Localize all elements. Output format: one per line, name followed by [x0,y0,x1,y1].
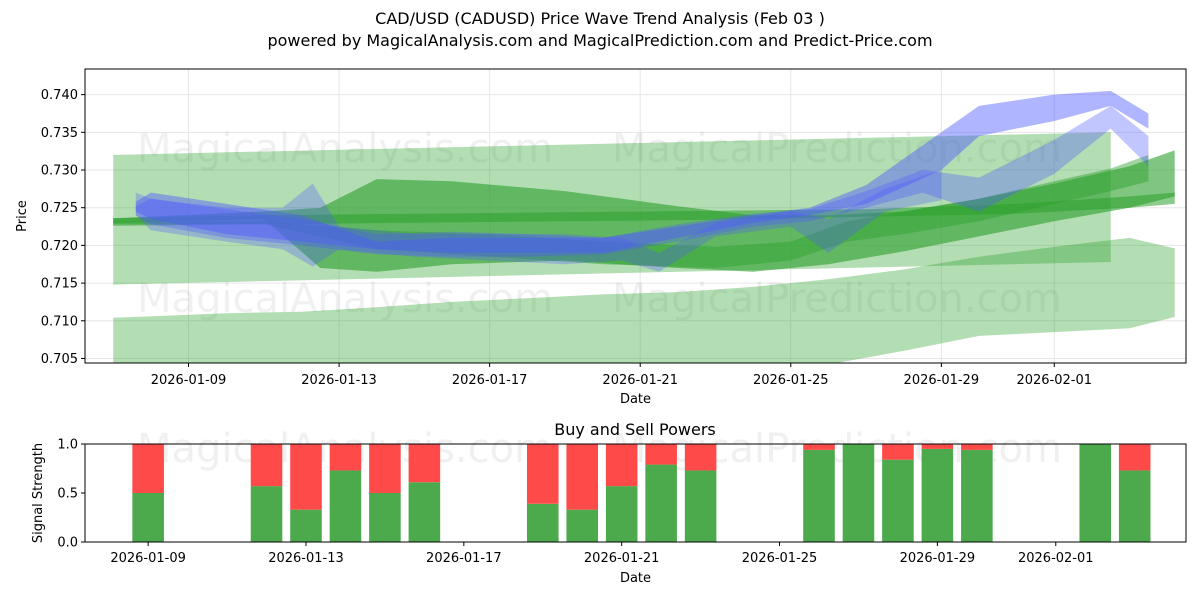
power-xtick-label: 2026-02-01 [1018,551,1094,566]
buy-power-bar [803,449,835,542]
power-xtick-label: 2026-01-13 [268,551,344,566]
watermark-text: MagicalPrediction.com [612,276,1062,322]
power-yaxis-label: Signal Strength [31,443,46,543]
sell-power-bar [605,444,638,487]
buy-power-bar [882,459,914,542]
sell-power-bar [803,444,835,450]
sell-power-bar [250,444,283,487]
price-bands [113,90,1175,363]
sell-power-bar [645,444,677,465]
sell-power-bar [369,444,401,493]
price-xaxis-label: Date [620,392,651,407]
chart-title: CAD/USD (CADUSD) Price Wave Trend Analys… [375,9,825,28]
watermark-text: MagicalPrediction.com [612,426,1062,472]
sell-power-bar [684,444,717,471]
price-ytick-label: 0.725 [41,201,78,216]
power-xtick-label: 2026-01-17 [426,551,502,566]
buy-power-bar [526,503,559,542]
price-xtick-label: 2026-01-09 [151,373,227,388]
blue-wave-band [135,105,1149,257]
price-xtick-label: 2026-01-25 [753,373,829,388]
power-xtick-label: 2026-01-09 [110,551,186,566]
sell-power-bar [329,444,362,471]
buy-power-bar [369,493,401,542]
blue-wave-band [135,170,942,272]
sell-power-bar [526,444,559,504]
sell-power-bar [882,444,914,460]
power-xaxis-label: Date [620,571,651,586]
green-wave-band [113,237,1175,363]
price-ytick-label: 0.710 [41,314,78,329]
power-ytick-label: 1.0 [57,438,78,453]
buy-power-bar [645,464,677,542]
sell-power-bar [290,444,322,510]
price-xtick-label: 2026-01-17 [452,373,528,388]
power-xtick-label: 2026-01-21 [584,551,660,566]
buy-power-bar [684,470,717,542]
price-xtick-label: 2026-01-29 [904,373,980,388]
power-xtick-label: 2026-01-29 [900,551,976,566]
buy-power-bar [842,444,875,542]
buy-power-bar [566,509,599,542]
sell-power-bar [961,444,993,450]
sell-power-bar [1118,444,1151,471]
watermark-text: MagicalPrediction.com [612,126,1062,172]
buy-sell-chart: Buy and Sell PowersMagicalAnalysis.comMa… [31,420,1187,586]
buy-power-bar [961,449,993,542]
buy-power-bar [1118,470,1151,542]
buy-power-bar [408,482,441,542]
price-ytick-label: 0.720 [41,239,78,254]
price-ytick-label: 0.705 [41,352,78,367]
price-xtick-label: 2026-01-13 [301,373,377,388]
price-ytick-label: 0.715 [41,277,78,292]
green-wave-band [113,154,1149,268]
green-wave-band [113,150,1175,272]
buy-power-bar [329,470,362,542]
price-ytick-label: 0.735 [41,126,78,141]
watermark-text: MagicalAnalysis.com [137,276,553,322]
power-xtick-label: 2026-01-25 [742,551,818,566]
watermark-text: MagicalAnalysis.com [137,126,553,172]
price-xtick-label: 2026-01-21 [602,373,678,388]
power-chart-title: Buy and Sell Powers [554,420,716,439]
buy-power-bar [1079,444,1112,542]
power-ytick-label: 0.5 [57,487,78,502]
buy-power-bar [132,493,164,542]
sell-power-bar [408,444,441,483]
buy-power-bar [290,509,322,542]
price-axes-frame [84,68,1187,364]
sell-power-bar [921,444,954,449]
buy-power-bar [250,486,283,542]
price-ytick-label: 0.740 [41,88,78,103]
buy-power-bar [921,448,954,542]
sell-power-bar [566,444,599,510]
buy-power-bar [605,486,638,542]
price-chart: MagicalAnalysis.com MagicalPrediction.com… [15,68,1187,407]
chart-subtitle: powered by MagicalAnalysis.com and Magic… [267,31,933,50]
price-xtick-label: 2026-02-01 [1016,373,1092,388]
price-yaxis-label: Price [15,200,30,232]
power-ytick-label: 0.0 [57,536,78,551]
sell-power-bar [132,444,164,493]
blue-wave-band [135,90,1149,253]
price-ytick-label: 0.730 [41,164,78,179]
